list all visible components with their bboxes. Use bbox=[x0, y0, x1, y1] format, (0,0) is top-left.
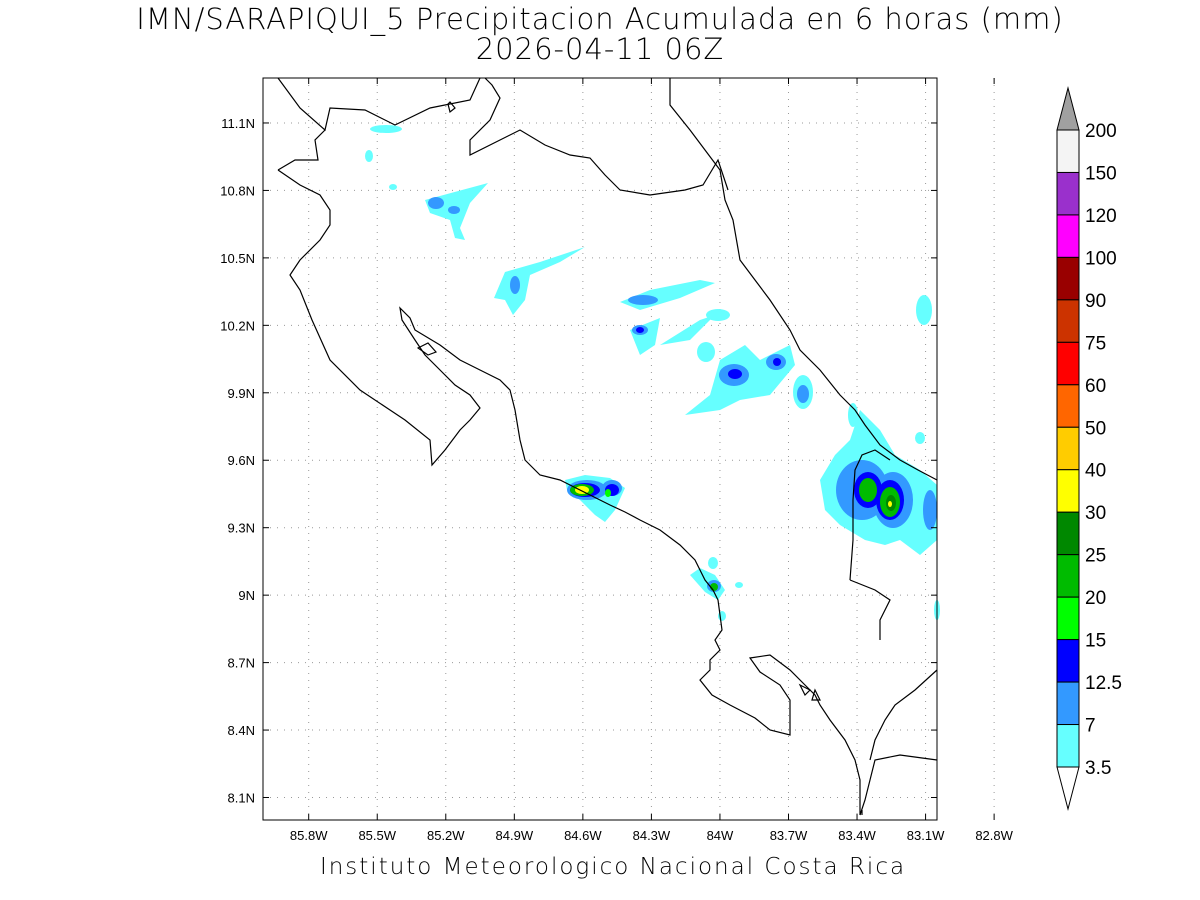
colorbar-legend: 200 150 120 100 90 75 60 50 40 30 25 20 15 12.5 7 3.5 bbox=[1056, 86, 1122, 811]
colorbar-label: 90 bbox=[1085, 291, 1106, 312]
colorbar-swatch bbox=[1056, 426, 1080, 471]
colorbar-swatch bbox=[1056, 554, 1080, 598]
plot-frame bbox=[262, 77, 938, 821]
lon-tick-label: 84.9W bbox=[496, 828, 534, 843]
lat-tick-label: 10.5N bbox=[220, 251, 255, 266]
colorbar-label: 30 bbox=[1085, 503, 1106, 524]
footer-credit: Instituto Meteorologico Nacional Costa R… bbox=[319, 854, 907, 880]
colorbar-label: 12.5 bbox=[1085, 673, 1122, 694]
lat-tick-label: 9N bbox=[238, 588, 255, 603]
lat-tick-label: 11.1N bbox=[221, 116, 255, 131]
colorbar-swatch bbox=[1056, 681, 1080, 726]
lon-tick-label: 85.2W bbox=[427, 828, 465, 843]
map-title: IMN/SARAPIQUI_5 Precipitacion Acumulada … bbox=[136, 2, 1064, 36]
colorbar-swatch bbox=[1056, 511, 1080, 556]
lon-tick-label: 83.4W bbox=[838, 828, 876, 843]
colorbar-label: 100 bbox=[1085, 248, 1117, 269]
lon-tick-label: 84.6W bbox=[564, 828, 602, 843]
colorbar-label: 25 bbox=[1085, 546, 1106, 567]
colorbar-label: 120 bbox=[1085, 206, 1117, 227]
map-datetime: 2026-04-11 06Z bbox=[475, 32, 725, 66]
lon-tick-label: 83.1W bbox=[907, 828, 945, 843]
colorbar-label: 40 bbox=[1085, 461, 1106, 482]
colorbar-swatch bbox=[1056, 129, 1080, 173]
colorbar-label: 50 bbox=[1085, 418, 1106, 439]
lon-tick-label: 84W bbox=[707, 828, 734, 843]
lon-tick-label: 85.5W bbox=[358, 828, 396, 843]
lat-tick-label: 9.9N bbox=[228, 386, 255, 401]
coastline bbox=[277, 77, 938, 816]
colorbar-swatch bbox=[1056, 469, 1080, 513]
lat-tick-label: 10.2N bbox=[220, 318, 255, 333]
axis-ticks: 85.8W 85.5W 85.2W 84.9W 84.6W 84.3W 84W 83.7W 83… bbox=[220, 78, 1014, 843]
colorbar-label: 200 bbox=[1085, 121, 1117, 142]
colorbar-swatch bbox=[1056, 639, 1080, 683]
colorbar-label: 15 bbox=[1085, 631, 1106, 652]
lon-tick-label: 84.3W bbox=[633, 828, 671, 843]
colorbar-swatch bbox=[1056, 341, 1080, 386]
colorbar-swatch bbox=[1056, 724, 1080, 768]
colorbar-swatch bbox=[1056, 256, 1080, 301]
colorbar-label: 20 bbox=[1085, 588, 1106, 609]
colorbar-label: 3.5 bbox=[1085, 758, 1111, 779]
colorbar-swatch bbox=[1056, 171, 1080, 216]
lat-tick-label: 9.6N bbox=[228, 453, 255, 468]
colorbar-swatch bbox=[1056, 596, 1080, 641]
colorbar-swatch bbox=[1056, 384, 1080, 428]
colorbar-swatch bbox=[1056, 214, 1080, 258]
plot-area bbox=[263, 78, 937, 820]
colorbar-label: 150 bbox=[1085, 163, 1117, 184]
lat-tick-label: 9.3N bbox=[228, 521, 255, 536]
map-gridlines bbox=[263, 78, 995, 820]
lat-tick-label: 10.8N bbox=[220, 183, 255, 198]
colorbar-bottom-arrow bbox=[1056, 766, 1080, 811]
colorbar-swatch bbox=[1056, 299, 1080, 343]
colorbar-label: 60 bbox=[1085, 376, 1106, 397]
lon-tick-label: 82.8W bbox=[975, 828, 1013, 843]
lat-tick-label: 8.4N bbox=[228, 723, 255, 738]
colorbar-label: 7 bbox=[1085, 716, 1096, 737]
colorbar-top-arrow bbox=[1056, 86, 1080, 131]
colorbar-label: 75 bbox=[1085, 333, 1106, 354]
lat-tick-label: 8.7N bbox=[228, 656, 255, 671]
lon-tick-label: 83.7W bbox=[770, 828, 808, 843]
lon-tick-label: 85.8W bbox=[290, 828, 328, 843]
lat-tick-label: 8.1N bbox=[228, 791, 255, 806]
